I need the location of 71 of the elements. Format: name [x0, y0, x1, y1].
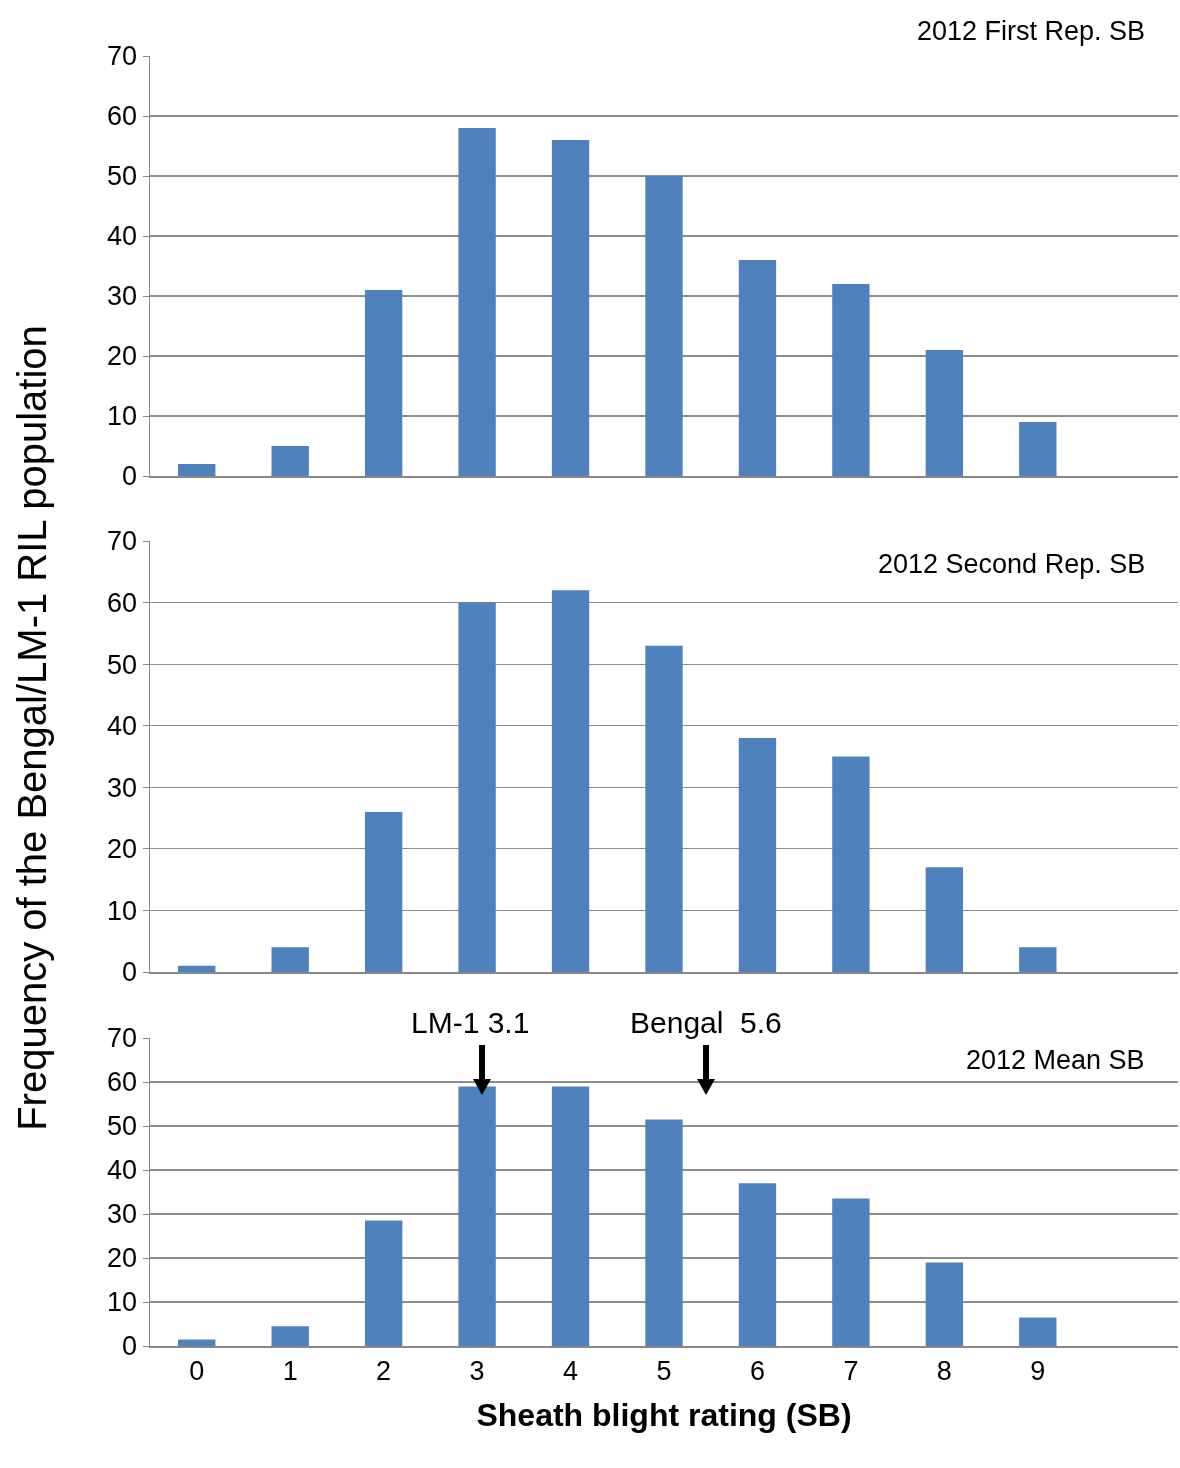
y-tick-label: 30: [107, 281, 138, 312]
bar: [645, 1119, 683, 1346]
x-tick-label: 8: [936, 1355, 952, 1386]
bar: [178, 1339, 216, 1346]
y-tick-label: 30: [107, 772, 138, 803]
x-tick-label: 9: [1030, 1355, 1046, 1386]
bar: [645, 176, 683, 476]
bar: [645, 645, 683, 972]
bar: [925, 867, 964, 972]
x-tick-label: 2: [376, 1355, 392, 1386]
bar: [271, 1326, 309, 1346]
bar: [551, 140, 590, 476]
y-tick-label: 60: [107, 1067, 138, 1098]
bar: [458, 128, 496, 476]
bar: [832, 756, 870, 972]
y-tick-label: 60: [107, 588, 138, 619]
bar: [1019, 1317, 1057, 1346]
x-tick-label: 1: [282, 1355, 298, 1386]
y-tick-label: 70: [107, 41, 138, 72]
bar: [458, 1086, 496, 1346]
y-tick-label: 50: [107, 1111, 138, 1142]
y-tick-label: 40: [107, 711, 138, 742]
bar: [271, 947, 309, 972]
bar: [178, 965, 216, 972]
y-tick-label: 40: [107, 221, 138, 252]
bar: [738, 260, 777, 476]
bar: [1019, 947, 1057, 972]
y-tick-label: 60: [107, 101, 138, 132]
x-tick-label: 4: [563, 1355, 579, 1386]
bar: [271, 446, 309, 476]
chart-title: 2012 Mean SB: [966, 1045, 1145, 1075]
bar: [458, 602, 496, 972]
bar: [925, 350, 964, 476]
x-tick-label: 7: [843, 1355, 859, 1386]
y-tick-label: 0: [122, 1331, 138, 1362]
bar: [832, 1198, 870, 1346]
annotation: Bengal 5.6: [630, 1006, 782, 1039]
y-tick-label: 50: [107, 649, 138, 680]
bar: [364, 1220, 403, 1346]
y-tick-label: 20: [107, 341, 138, 372]
y-tick-label: 10: [107, 895, 138, 926]
x-tick-label: 0: [189, 1355, 205, 1386]
y-tick-label: 70: [107, 526, 138, 557]
y-tick-label: 20: [107, 1243, 138, 1274]
bar: [364, 811, 403, 972]
bar: [1019, 422, 1057, 476]
y-axis-title: Frequency of the Bengal/LM-1 RIL population: [9, 325, 55, 1131]
chart-title: 2012 Second Rep. SB: [878, 549, 1146, 579]
y-tick-label: 40: [107, 1155, 138, 1186]
y-tick-label: 10: [107, 401, 138, 432]
chart-title: 2012 First Rep. SB: [917, 16, 1146, 46]
x-axis-title: Sheath blight rating (SB): [476, 1396, 852, 1433]
x-tick-label: 3: [469, 1355, 485, 1386]
y-tick-label: 50: [107, 161, 138, 192]
y-tick-label: 10: [107, 1287, 138, 1318]
bar: [551, 590, 590, 972]
annotation: LM-1 3.1: [411, 1006, 530, 1039]
x-tick-label: 6: [749, 1355, 765, 1386]
bar: [551, 1086, 590, 1346]
x-tick-label: 5: [656, 1355, 672, 1386]
bar: [178, 464, 216, 476]
y-tick-label: 0: [122, 461, 138, 492]
bar: [364, 290, 403, 476]
bar: [738, 738, 777, 972]
bar: [832, 284, 870, 476]
y-tick-label: 20: [107, 834, 138, 865]
y-tick-label: 0: [122, 957, 138, 988]
bar: [738, 1183, 777, 1346]
bar: [925, 1262, 964, 1346]
y-tick-label: 70: [107, 1023, 138, 1054]
y-tick-label: 30: [107, 1199, 138, 1230]
